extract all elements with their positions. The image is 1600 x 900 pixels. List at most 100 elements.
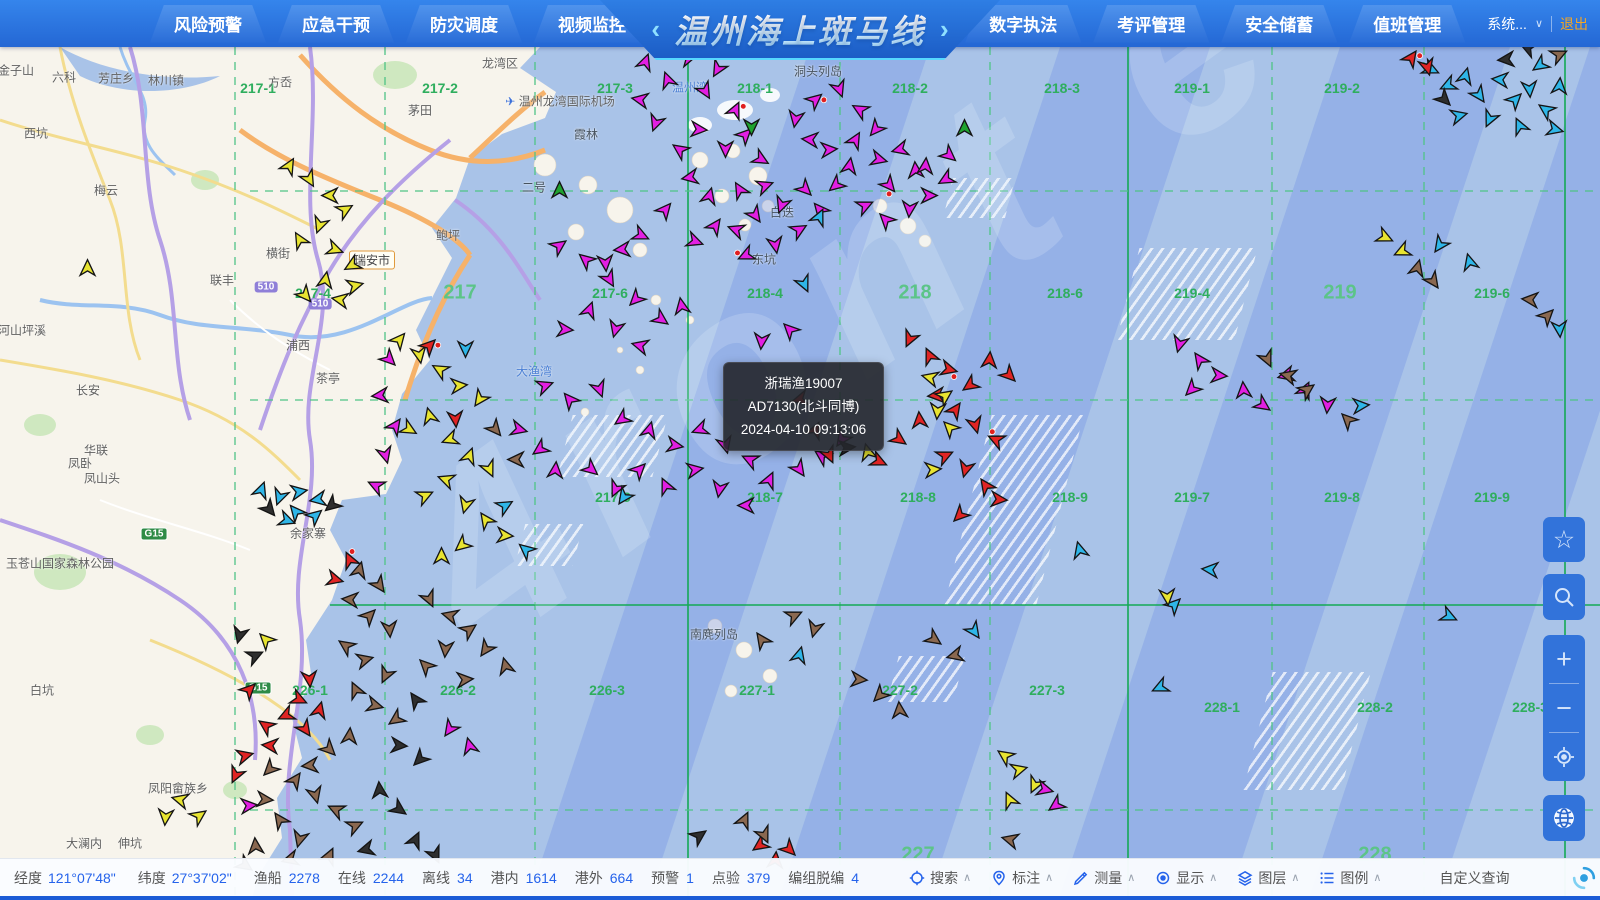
vessel-marker[interactable] bbox=[472, 636, 499, 662]
vessel-marker[interactable] bbox=[989, 489, 1010, 510]
vessel-marker[interactable] bbox=[938, 358, 961, 381]
vessel-marker[interactable] bbox=[343, 813, 368, 838]
vessel-marker[interactable] bbox=[1502, 86, 1529, 113]
vessel-marker[interactable] bbox=[433, 467, 458, 492]
nav-item-3[interactable]: 值班管理 bbox=[1349, 5, 1465, 43]
vessel-marker[interactable] bbox=[343, 677, 368, 702]
title-arrow-right-icon[interactable]: › bbox=[940, 14, 949, 44]
vessel-marker[interactable] bbox=[1435, 73, 1460, 98]
vessel-marker[interactable] bbox=[506, 450, 525, 469]
vessel-marker[interactable] bbox=[427, 357, 453, 383]
vessel-marker[interactable] bbox=[819, 139, 840, 160]
vessel-marker[interactable] bbox=[1519, 79, 1540, 100]
vessel-marker[interactable] bbox=[354, 838, 377, 861]
vessel-marker[interactable] bbox=[255, 789, 276, 810]
vessel-marker[interactable] bbox=[239, 795, 260, 816]
vessel-marker[interactable] bbox=[629, 223, 654, 248]
vessel-marker[interactable] bbox=[776, 836, 803, 863]
vessel-marker[interactable] bbox=[1532, 96, 1559, 123]
vessel-marker[interactable] bbox=[416, 332, 443, 359]
vessel-marker[interactable] bbox=[369, 385, 390, 406]
zoom-in-button[interactable]: + bbox=[1543, 635, 1585, 683]
vessel-marker[interactable] bbox=[1034, 778, 1057, 801]
vessel-marker[interactable] bbox=[872, 206, 899, 233]
vessel-marker[interactable] bbox=[866, 682, 893, 709]
vessel-marker[interactable] bbox=[456, 340, 475, 359]
vessel-marker[interactable] bbox=[996, 362, 1023, 389]
vessel-marker[interactable] bbox=[822, 172, 849, 199]
vessel-marker[interactable] bbox=[364, 694, 387, 717]
vessel-marker[interactable] bbox=[847, 97, 873, 123]
vessel-marker[interactable] bbox=[228, 624, 251, 647]
vessel-marker[interactable] bbox=[318, 492, 345, 519]
vessel-marker[interactable] bbox=[942, 396, 968, 423]
vessel-marker[interactable] bbox=[742, 118, 761, 137]
nav-item-2[interactable]: 防灾调度 bbox=[406, 5, 522, 43]
vessel-marker[interactable] bbox=[482, 416, 509, 443]
vessel-marker[interactable] bbox=[933, 443, 958, 468]
vessel-marker[interactable] bbox=[1454, 64, 1477, 87]
vessel-marker[interactable] bbox=[337, 547, 362, 572]
vessel-marker[interactable] bbox=[716, 140, 735, 159]
vessel-marker[interactable] bbox=[282, 766, 308, 793]
vessel-marker[interactable] bbox=[512, 536, 539, 563]
vessel-marker[interactable] bbox=[259, 735, 280, 756]
vessel-marker[interactable] bbox=[653, 473, 678, 498]
typhoon-button[interactable] bbox=[1569, 863, 1599, 893]
vessel-marker[interactable] bbox=[1437, 604, 1462, 629]
vessel-marker[interactable] bbox=[748, 147, 775, 173]
vessel-marker[interactable] bbox=[782, 603, 807, 628]
vessel-marker[interactable] bbox=[578, 456, 605, 483]
vessel-marker[interactable] bbox=[698, 184, 721, 207]
chevron-up-icon[interactable]: ∧ bbox=[1127, 872, 1136, 884]
vessel-marker[interactable] bbox=[1317, 395, 1338, 416]
vessel-marker[interactable] bbox=[344, 274, 367, 297]
vessel-marker[interactable] bbox=[610, 484, 637, 510]
vessel-marker[interactable] bbox=[435, 639, 456, 660]
vessel-marker[interactable] bbox=[273, 703, 298, 728]
vessel-marker[interactable] bbox=[955, 118, 974, 137]
vessel-marker[interactable] bbox=[1351, 395, 1372, 416]
vessel-marker[interactable] bbox=[445, 409, 466, 430]
vessel-marker[interactable] bbox=[1507, 113, 1532, 138]
vessel-marker[interactable] bbox=[348, 558, 371, 581]
vessel-marker[interactable] bbox=[1294, 376, 1320, 403]
vessel-marker[interactable] bbox=[275, 508, 299, 532]
vessel-marker[interactable] bbox=[1466, 82, 1492, 108]
vessel-marker[interactable] bbox=[555, 319, 576, 340]
vessel-marker[interactable] bbox=[413, 483, 438, 508]
vessel-marker[interactable] bbox=[277, 153, 303, 179]
vessel-marker[interactable] bbox=[751, 331, 772, 352]
vessel-marker[interactable] bbox=[752, 823, 777, 848]
system-label[interactable]: 系统... bbox=[1487, 15, 1527, 32]
vessel-marker[interactable] bbox=[622, 286, 649, 313]
vessel-marker[interactable] bbox=[1489, 69, 1510, 90]
vessel-marker[interactable] bbox=[382, 706, 409, 732]
vessel-marker[interactable] bbox=[288, 480, 310, 502]
vessel-marker[interactable] bbox=[332, 197, 359, 223]
vessel-marker[interactable] bbox=[402, 686, 429, 713]
vessel-marker[interactable] bbox=[886, 426, 912, 452]
vessel-marker[interactable] bbox=[633, 49, 657, 74]
vessel-marker[interactable] bbox=[888, 138, 911, 161]
vessel-marker[interactable] bbox=[723, 217, 748, 242]
vessel-marker[interactable] bbox=[438, 604, 461, 627]
vessel-marker[interactable] bbox=[983, 427, 1008, 452]
vessel-marker[interactable] bbox=[799, 129, 820, 150]
vessel-marker[interactable] bbox=[956, 372, 983, 398]
locate-button[interactable] bbox=[1543, 733, 1585, 781]
vessel-marker[interactable] bbox=[328, 288, 351, 310]
vessel-marker[interactable] bbox=[648, 306, 674, 332]
vessel-marker[interactable] bbox=[708, 478, 730, 500]
vessel-marker[interactable] bbox=[1416, 56, 1439, 79]
vessel-marker[interactable] bbox=[417, 587, 442, 612]
vessel-marker[interactable] bbox=[915, 155, 936, 176]
vessel-marker[interactable] bbox=[1168, 333, 1191, 356]
vessel-marker[interactable] bbox=[386, 796, 412, 822]
vessel-marker[interactable] bbox=[732, 121, 759, 148]
vessel-marker[interactable] bbox=[678, 166, 701, 188]
vessel-marker[interactable] bbox=[943, 644, 966, 667]
vessel-marker[interactable] bbox=[786, 456, 812, 482]
vessel-marker[interactable] bbox=[323, 237, 347, 261]
